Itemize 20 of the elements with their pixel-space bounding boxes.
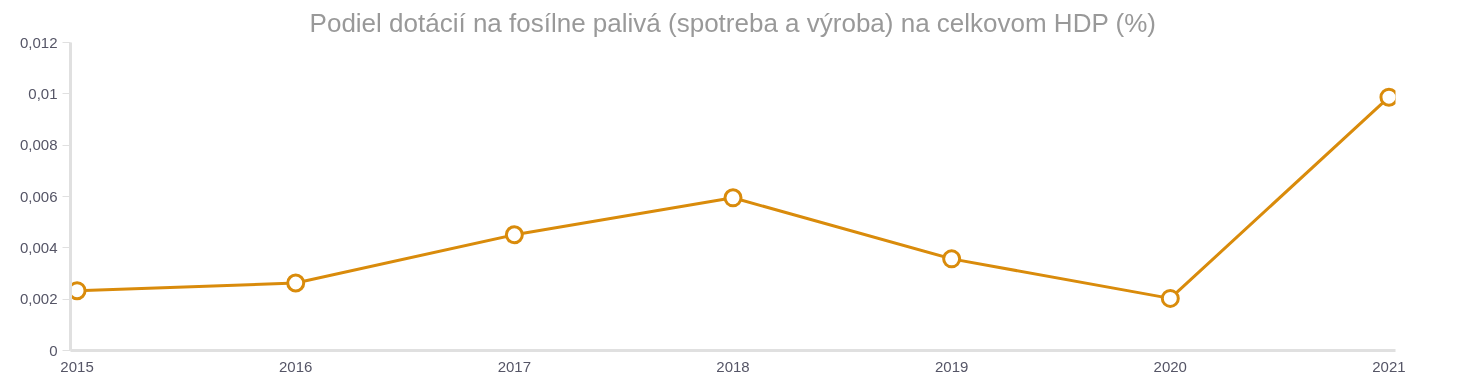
y-tick-label: 0,006 [19,187,58,205]
x-tick-label: 2017 [497,357,532,375]
y-tick-label: 0,012 [19,33,58,51]
chart-title: Podiel dotácií na fosílne palivá (spotreba a výroba) na celkovom HDP (%) [309,7,1156,38]
y-tick-label: 0,008 [19,136,58,154]
point [286,273,306,293]
point [942,249,962,269]
point [1160,288,1180,308]
y-tick-label: 0 [49,341,58,359]
x-tick-label: 2018 [716,357,750,375]
point [723,188,743,208]
y-tick-label: 0,002 [19,290,58,308]
x-tick-label: 2021 [1372,357,1406,375]
x-tick-label: 2016 [279,357,313,375]
y-tick-label: 0,004 [19,238,58,256]
x-tick-label: 2019 [934,357,969,375]
y-tick-label: 0,01 [28,84,58,102]
x-tick-label: 2015 [60,357,94,375]
point [504,225,524,245]
x-tick-label: 2020 [1153,357,1187,375]
